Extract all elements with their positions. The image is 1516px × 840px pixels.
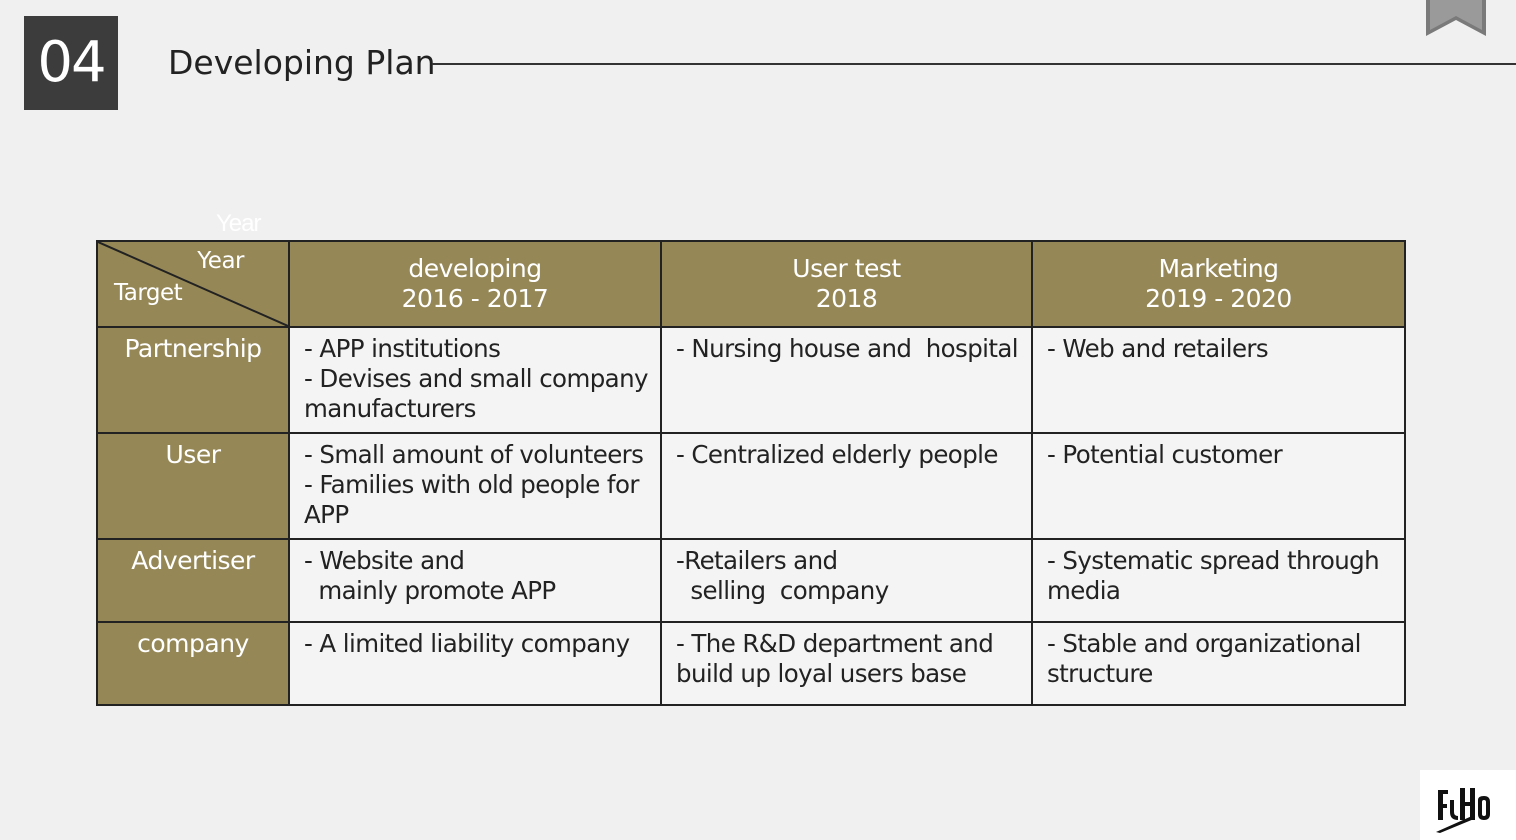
cell-line: - Website and: [304, 546, 465, 575]
table-cell: - Web and retailers: [1031, 326, 1406, 434]
column-header-user-test: User test 2018: [660, 240, 1033, 328]
cell-line: build up loyal users base: [676, 659, 967, 688]
table-cell: -Retailers and selling company: [660, 538, 1033, 623]
table-cell: - Nursing house and hospital: [660, 326, 1033, 434]
table-cell: - Centralized elderly people: [660, 432, 1033, 540]
cell-line: - The R&D department and: [676, 629, 994, 658]
cell-line: - Centralized elderly people: [676, 440, 998, 469]
column-header-line: User test: [792, 254, 901, 283]
column-header-line: 2018: [815, 284, 878, 313]
table-cell: - APP institutions - Devises and small c…: [288, 326, 662, 434]
column-header-line: 2019 - 2020: [1145, 284, 1292, 313]
corner-target-label: Target: [114, 280, 183, 306]
row-header-advertiser: Advertiser: [96, 538, 290, 623]
cell-line: - Nursing house and hospital: [676, 334, 1019, 363]
row-header-user: User: [96, 432, 290, 540]
table-cell: - Potential customer: [1031, 432, 1406, 540]
title-divider: [432, 63, 1516, 65]
corner-header-cell: Year Target: [96, 240, 290, 328]
cell-line: manufacturers: [304, 394, 476, 423]
table-header-row: Year Target developing 2016 - 2017 User …: [96, 240, 1406, 328]
cell-line: APP: [304, 500, 349, 529]
section-number: 04: [24, 16, 118, 110]
row-header-partnership: Partnership: [96, 326, 290, 434]
developing-plan-table: Year Target developing 2016 - 2017 User …: [96, 240, 1406, 706]
corner-year-label: Year: [197, 248, 244, 274]
cell-line: selling company: [676, 576, 889, 605]
cell-line: - Stable and organizational: [1047, 629, 1361, 658]
column-header-marketing: Marketing 2019 - 2020: [1031, 240, 1406, 328]
table-row: User - Small amount of volunteers - Fami…: [96, 432, 1406, 540]
brand-logo: [1420, 770, 1516, 840]
cell-line: - Systematic spread through: [1047, 546, 1380, 575]
cell-line: mainly promote APP: [304, 576, 556, 605]
bookmark-icon[interactable]: [1426, 0, 1486, 38]
table-cell: - Website and mainly promote APP: [288, 538, 662, 623]
cell-line: - Small amount of volunteers: [304, 440, 644, 469]
table-cell: - Systematic spread through media: [1031, 538, 1406, 623]
column-header-line: developing: [408, 254, 542, 283]
cell-line: - Devises and small company: [304, 364, 649, 393]
cell-line: media: [1047, 576, 1121, 605]
table-cell: - Stable and organizational structure: [1031, 621, 1406, 706]
corner-diagonal-line: [99, 243, 287, 325]
table-row: Advertiser - Website and mainly promote …: [96, 538, 1406, 623]
column-header-developing: developing 2016 - 2017: [288, 240, 662, 328]
page-title: Developing Plan: [168, 43, 436, 82]
table-cell: - A limited liability company: [288, 621, 662, 706]
cell-line: - Web and retailers: [1047, 334, 1269, 363]
cell-line: - APP institutions: [304, 334, 501, 363]
column-header-line: Marketing: [1158, 254, 1279, 283]
brand-logo-icon: [1436, 788, 1490, 833]
table-row: company - A limited liability company - …: [96, 621, 1406, 706]
ghost-year-label: Year: [216, 210, 261, 237]
cell-line: -Retailers and: [676, 546, 838, 575]
table-cell: - The R&D department and build up loyal …: [660, 621, 1033, 706]
cell-line: structure: [1047, 659, 1153, 688]
table-cell: - Small amount of volunteers - Families …: [288, 432, 662, 540]
cell-line: - Families with old people for: [304, 470, 639, 499]
row-header-company: company: [96, 621, 290, 706]
table-row: Partnership - APP institutions - Devises…: [96, 326, 1406, 434]
cell-line: - Potential customer: [1047, 440, 1283, 469]
cell-line: - A limited liability company: [304, 629, 630, 658]
column-header-line: 2016 - 2017: [401, 284, 549, 313]
